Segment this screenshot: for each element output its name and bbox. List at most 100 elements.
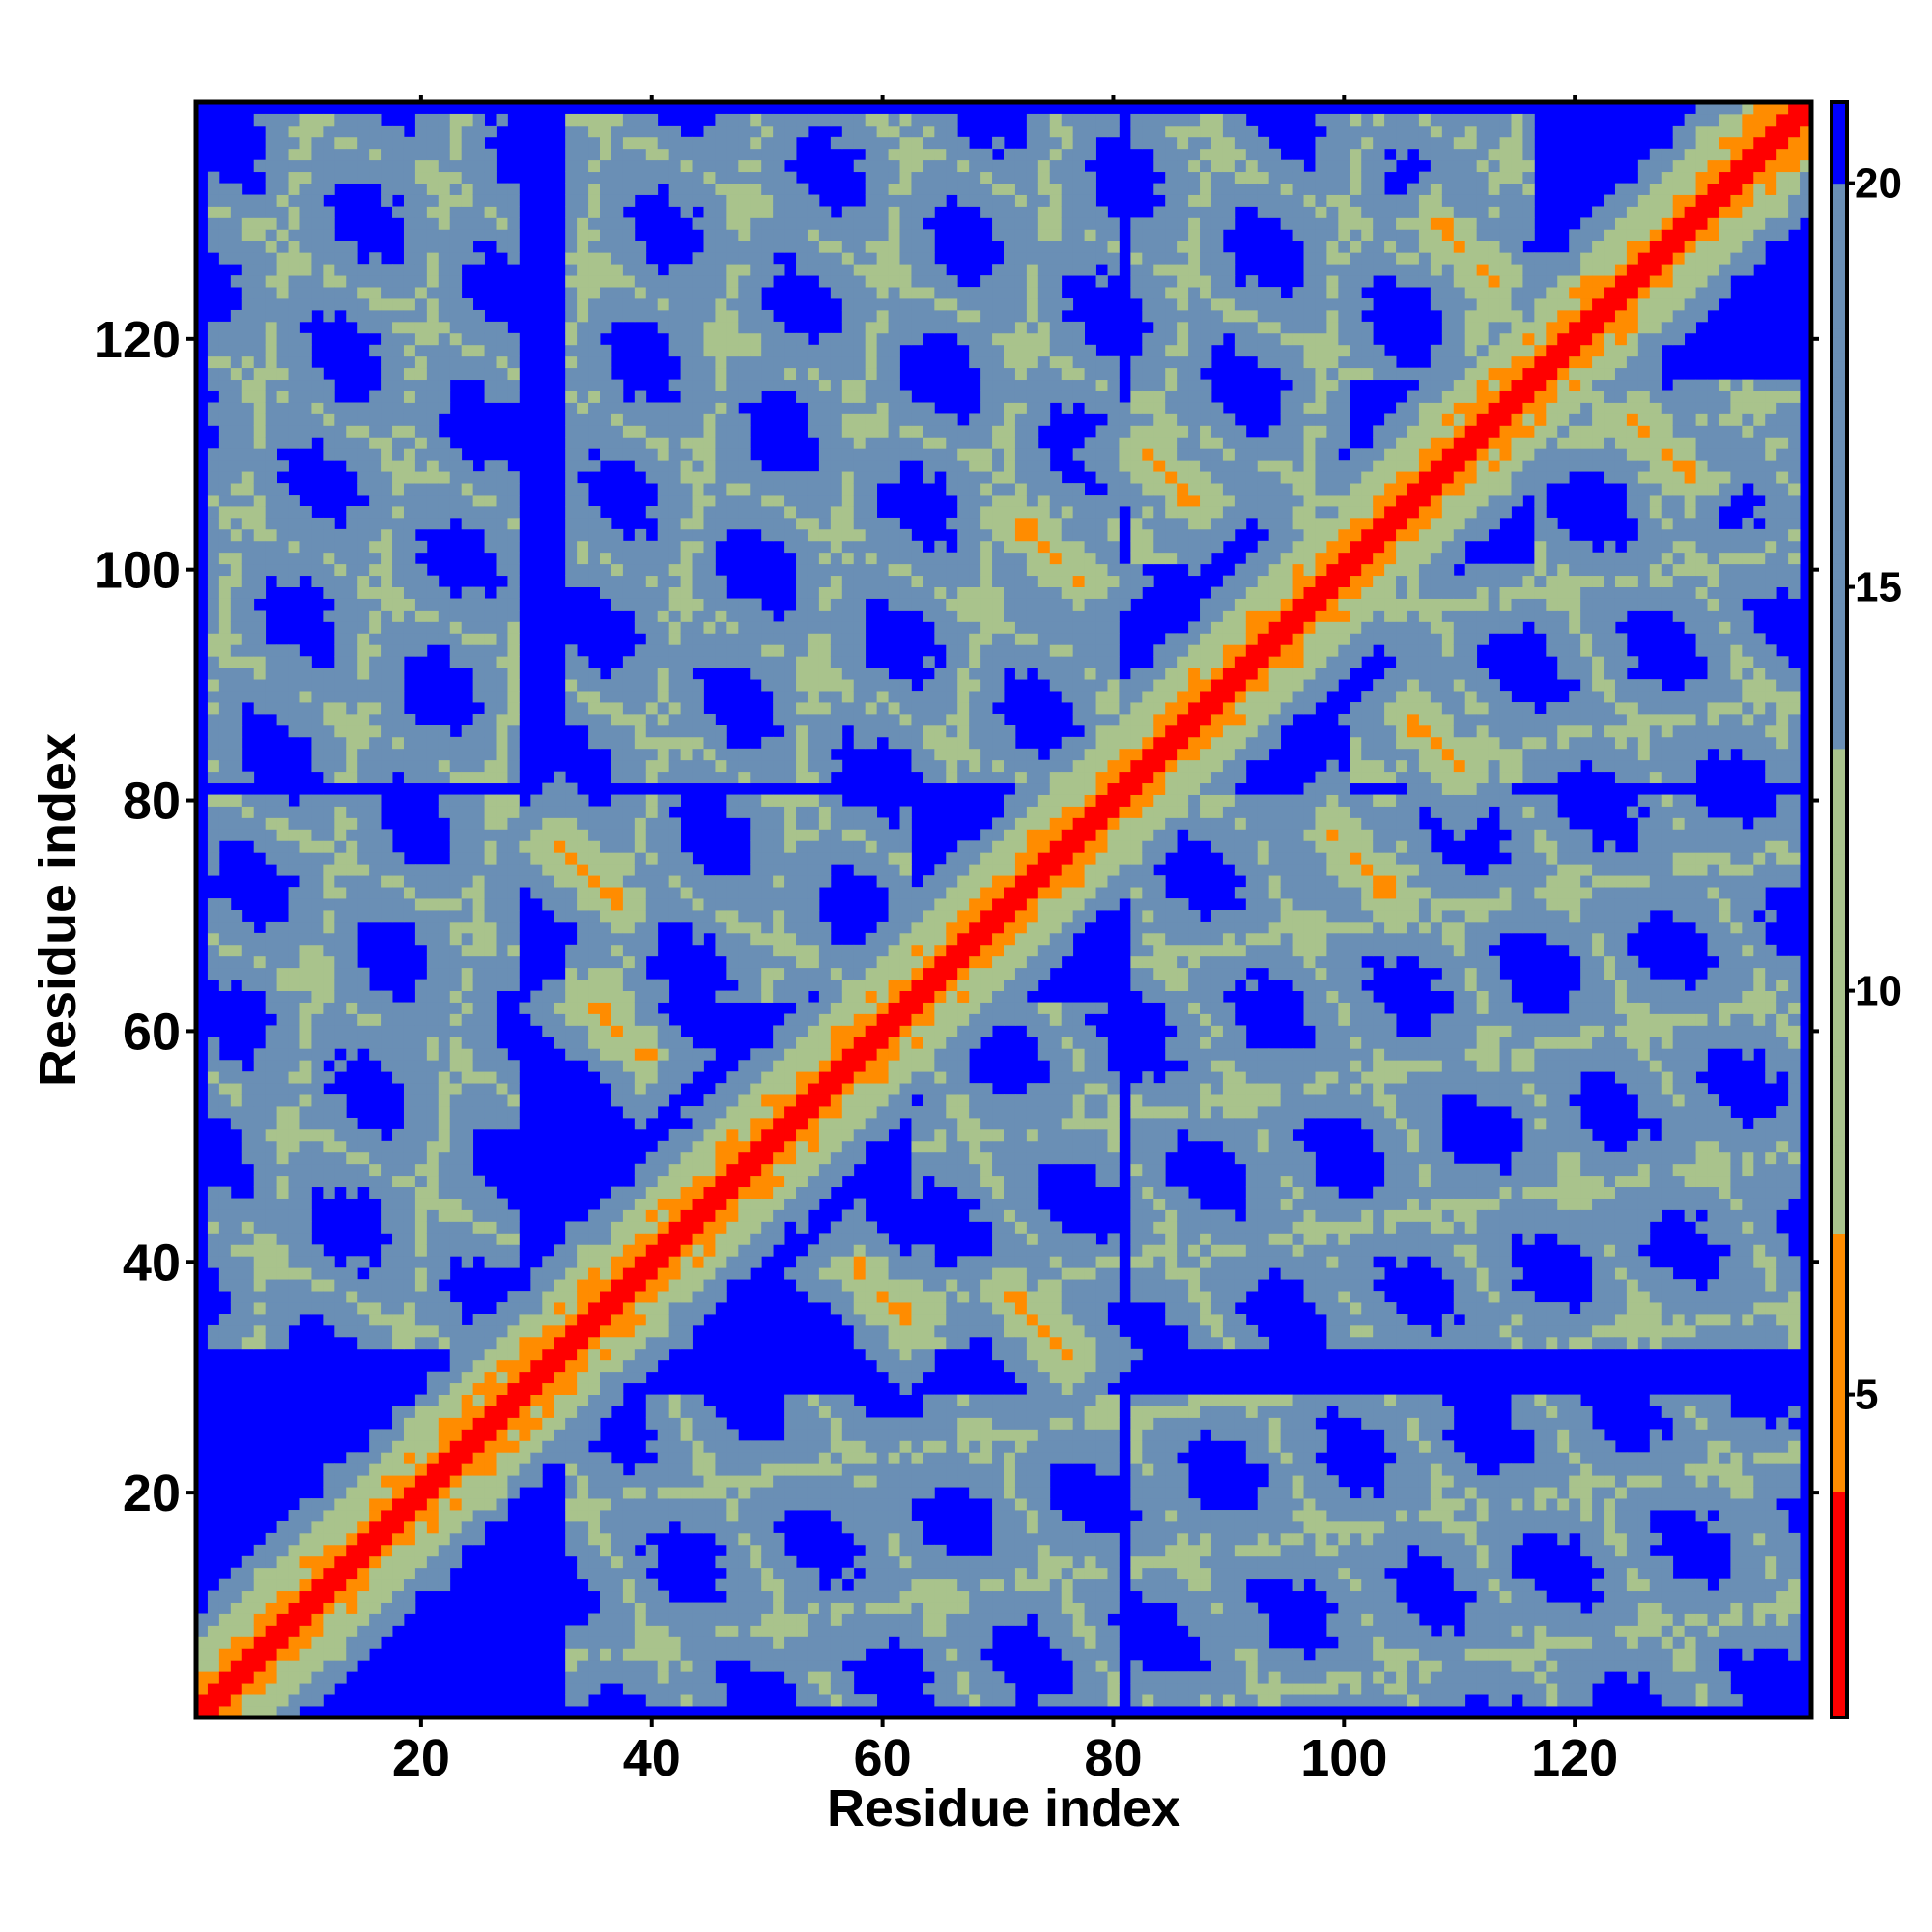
heatmap-cell [265, 1140, 277, 1153]
heatmap-cell [773, 183, 785, 195]
heatmap-cell [449, 1324, 463, 1338]
heatmap-cell [311, 1291, 324, 1303]
heatmap-cell [438, 1221, 451, 1234]
heatmap-cell [680, 309, 693, 323]
heatmap-cell [449, 229, 463, 242]
heatmap-cell [657, 840, 670, 853]
heatmap-cell [588, 159, 601, 173]
heatmap-cell [403, 586, 416, 599]
heatmap-cell [207, 702, 220, 715]
heatmap-cell [276, 1151, 289, 1165]
heatmap-cell [484, 633, 497, 645]
heatmap-cell [634, 1267, 647, 1280]
heatmap-cell [346, 887, 358, 899]
heatmap-cell [426, 1452, 440, 1464]
heatmap-cell [507, 875, 520, 888]
heatmap-cell [218, 1602, 232, 1614]
heatmap-cell [715, 402, 727, 414]
heatmap-cell [207, 1198, 220, 1210]
heatmap-cell [207, 1209, 220, 1222]
heatmap-cell [657, 1025, 670, 1037]
heatmap-cell [600, 840, 612, 853]
heatmap-cell [414, 724, 428, 738]
heatmap-cell [414, 1555, 428, 1569]
heatmap-cell [253, 1636, 267, 1649]
heatmap-cell [461, 724, 474, 738]
heatmap-cell [311, 840, 324, 853]
heatmap-cell [230, 759, 243, 773]
heatmap-cell [414, 1106, 428, 1119]
heatmap-cell [692, 483, 704, 496]
heatmap-cell [611, 1475, 624, 1488]
heatmap-cell [461, 1256, 474, 1268]
heatmap-cell [622, 563, 636, 577]
heatmap-cell [403, 217, 416, 230]
heatmap-cell [577, 713, 589, 726]
heatmap-cell [761, 644, 774, 657]
heatmap-cell [750, 355, 762, 369]
heatmap-cell [472, 1094, 485, 1107]
heatmap-cell [496, 1083, 508, 1095]
heatmap-cell [299, 702, 312, 715]
heatmap-cell [311, 194, 324, 207]
heatmap-cell [773, 794, 785, 807]
heatmap-cell [726, 460, 739, 472]
heatmap-cell [645, 563, 659, 577]
heatmap-cell [600, 552, 612, 565]
heatmap-cell [692, 1487, 704, 1499]
heatmap-cell [577, 113, 589, 127]
heatmap-cell [265, 1117, 277, 1130]
heatmap-cell [796, 552, 809, 565]
heatmap-cell [622, 448, 636, 461]
heatmap-cell [288, 1520, 300, 1534]
heatmap-cell [484, 679, 497, 692]
heatmap-cell [323, 309, 335, 323]
heatmap-cell [507, 771, 520, 784]
heatmap-cell [784, 495, 797, 507]
heatmap-cell [738, 759, 751, 773]
heatmap-cell [796, 206, 809, 218]
heatmap-cell [346, 1613, 358, 1626]
heatmap-cell [507, 1106, 520, 1119]
heatmap-cell [265, 1233, 277, 1245]
heatmap-cell [381, 1186, 393, 1199]
heatmap-cell [715, 1233, 727, 1245]
heatmap-cell [438, 506, 451, 519]
heatmap-cell [414, 1175, 428, 1188]
heatmap-cell [761, 1440, 774, 1453]
heatmap-cell [634, 586, 647, 599]
heatmap-cell [438, 113, 451, 127]
heatmap-cell [611, 955, 624, 969]
heatmap-cell [311, 563, 324, 577]
heatmap-cell [784, 229, 797, 242]
heatmap-cell [761, 125, 774, 138]
heatmap-cell [357, 1002, 370, 1014]
heatmap-cell [750, 287, 762, 299]
heatmap-cell [600, 887, 612, 899]
heatmap-cell [519, 1359, 531, 1373]
heatmap-cell [449, 967, 463, 980]
heatmap-cell [218, 1106, 232, 1119]
heatmap-cell [761, 1636, 774, 1649]
heatmap-cell [773, 748, 785, 761]
heatmap-cell [207, 528, 220, 542]
heatmap-cell [703, 437, 716, 449]
heatmap-cell [484, 944, 497, 957]
heatmap-cell [715, 610, 727, 622]
heatmap-cell [761, 517, 774, 530]
heatmap-cell [461, 1071, 474, 1084]
heatmap-cell [253, 241, 267, 253]
heatmap-cell [288, 1544, 300, 1557]
heatmap-cell [323, 437, 335, 449]
heatmap-cell [692, 506, 704, 519]
heatmap-cell [565, 1221, 578, 1234]
heatmap-cell [253, 1209, 267, 1222]
heatmap-cell [461, 736, 474, 750]
heatmap-cell [323, 771, 335, 784]
heatmap-cell [426, 483, 440, 496]
heatmap-cell [645, 990, 659, 1003]
heatmap-cell [323, 1117, 335, 1130]
heatmap-cell [323, 759, 335, 773]
heatmap-cell [276, 344, 289, 357]
heatmap-cell [738, 413, 751, 426]
